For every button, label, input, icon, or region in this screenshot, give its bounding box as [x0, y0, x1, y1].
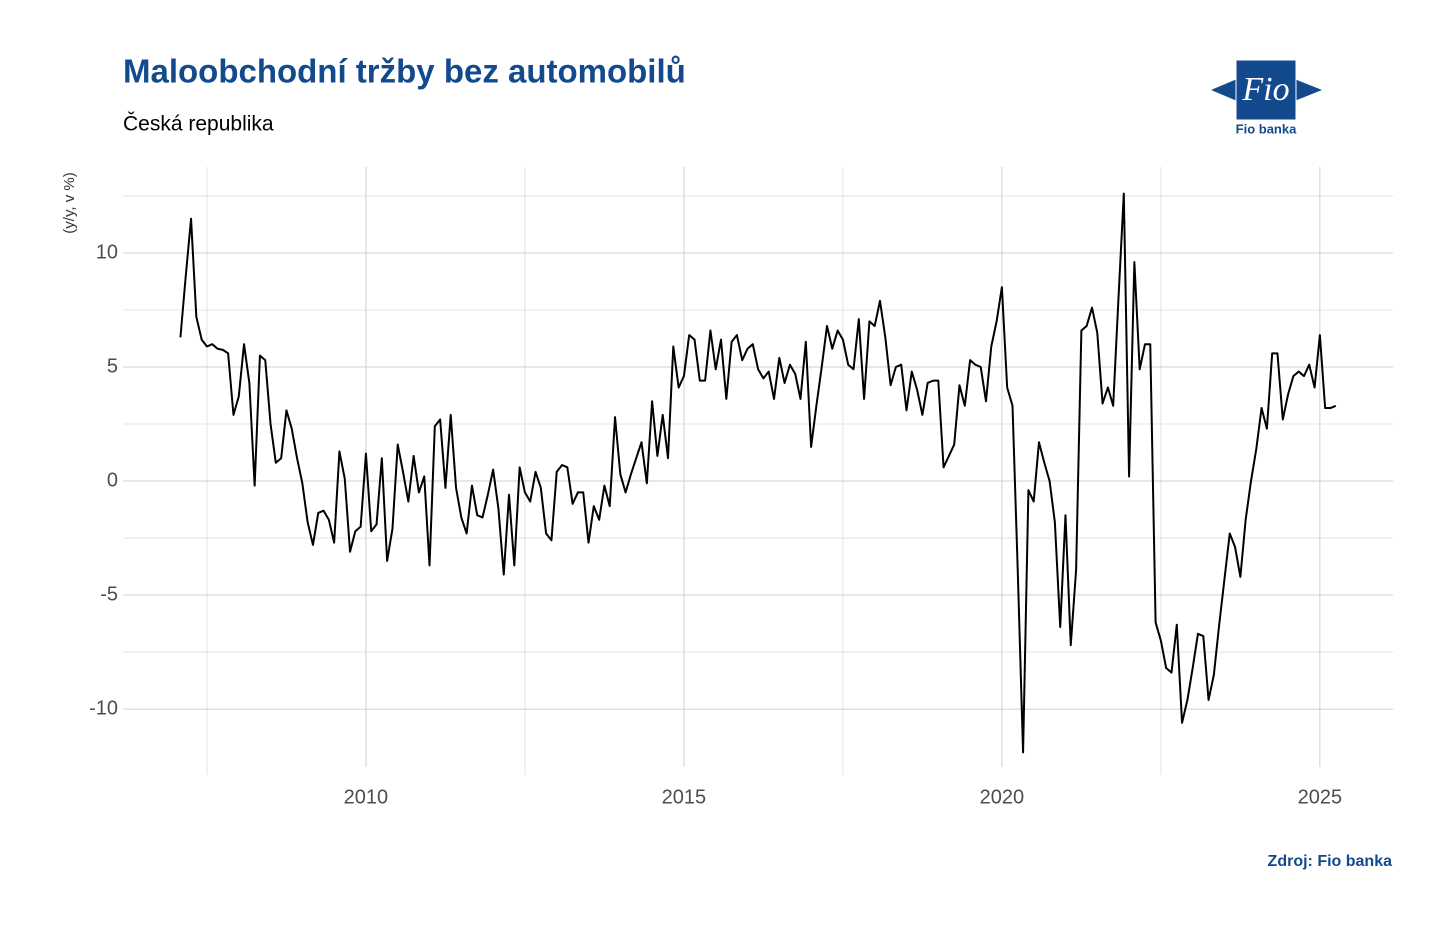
y-tick-label: -10: [89, 697, 118, 719]
logo-caption: Fio banka: [1236, 121, 1297, 136]
y-axis-label: (y/y, v %): [61, 172, 78, 233]
data-line: [179, 192, 1337, 754]
x-tick-label: 2020: [980, 786, 1025, 808]
x-tick-label: 2025: [1298, 786, 1343, 808]
y-tick-label: 5: [107, 355, 118, 377]
y-tick-label: -5: [100, 583, 118, 605]
chart-subtitle: Česká republika: [123, 113, 274, 136]
y-tick-label: 10: [96, 241, 118, 263]
chart-title: Maloobchodní tržby bez automobilů: [123, 53, 686, 90]
x-tick-label: 2010: [344, 786, 389, 808]
y-tick-label: 0: [107, 469, 118, 491]
logo-text: Fio: [1241, 71, 1289, 108]
logo-flag: [1213, 60, 1320, 120]
x-tick-label: 2015: [662, 786, 707, 808]
source-note: Zdroj: Fio banka: [1268, 853, 1393, 870]
logo: Fio Fio banka: [1211, 59, 1323, 136]
logo-inner: [1235, 59, 1297, 121]
